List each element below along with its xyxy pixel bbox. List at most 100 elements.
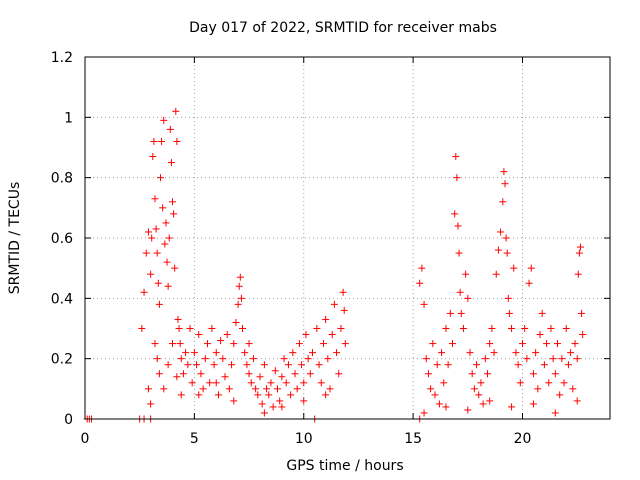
data-point [326,385,334,393]
data-point [193,361,201,369]
data-point [455,249,463,257]
data-point [503,249,511,257]
data-point [452,153,460,161]
data-point [551,409,559,417]
data-point [549,355,557,363]
x-tick-label: 10 [295,431,313,447]
data-point [510,264,518,272]
data-point [341,340,349,348]
data-point [470,385,478,393]
y-tick-label: 0.6 [51,231,73,247]
data-point [293,385,301,393]
data-point [416,279,424,287]
data-point [523,355,531,363]
x-tick-label: 0 [81,431,90,447]
data-point [304,355,312,363]
data-point [237,294,245,302]
data-point [298,361,306,369]
data-point [333,349,341,357]
data-point [223,331,231,339]
y-tick-label: 1.2 [51,50,73,66]
data-point [488,325,496,332]
data-point [558,355,566,363]
data-point [163,258,171,266]
data-points [83,107,587,423]
data-point [177,391,185,399]
y-tick-label: 1 [64,110,73,126]
data-point [486,340,494,348]
x-tick-labels: 0 5 10 15 20 [81,431,532,447]
data-point [164,361,172,369]
data-point [208,325,216,332]
data-point [456,288,464,296]
data-point [337,325,345,332]
data-point [328,331,336,339]
data-point [486,397,494,405]
data-point [521,325,529,332]
data-point [243,361,251,369]
grid [85,57,610,419]
data-point [490,349,498,357]
data-point [230,340,238,348]
data-point [335,370,343,378]
data-point [536,331,544,339]
data-point [159,204,167,212]
data-point [158,137,166,145]
data-point [204,340,211,348]
data-point [150,137,158,145]
data-point [201,355,209,363]
data-point [214,391,222,399]
x-axis-label: GPS time / hours [286,458,403,474]
data-point [525,279,533,287]
data-point [162,219,170,227]
data-point [431,391,439,399]
data-point [287,391,295,399]
data-point [340,306,348,314]
data-point [444,361,452,369]
data-point [538,309,546,317]
data-point [144,385,152,393]
data-point [473,361,481,369]
data-point [161,240,169,248]
data-point [551,370,559,378]
data-point [154,279,162,287]
data-point [529,370,537,378]
data-point [578,309,586,317]
data-point [501,180,509,188]
data-point [263,385,271,393]
data-point [210,361,218,369]
data-point [500,168,508,176]
data-point [504,294,512,302]
data-point [149,153,157,161]
data-point [165,234,173,242]
data-point [235,282,243,290]
data-point [247,379,255,387]
data-point [160,385,168,393]
data-point [424,370,432,378]
data-point [212,379,220,387]
data-point [451,210,459,218]
data-point [579,331,587,339]
data-point [179,370,187,378]
data-point [514,361,522,369]
data-point [516,379,524,387]
data-point [147,270,155,278]
data-point [199,385,207,393]
data-point [151,340,159,348]
data-point [527,264,535,272]
data-point [322,391,330,399]
data-point [241,349,249,357]
data-point [573,355,581,363]
data-point [295,340,303,348]
data-point [221,373,229,381]
y-tick-label: 0 [64,412,73,428]
data-point [502,234,510,242]
data-point [155,300,163,308]
data-point [442,325,450,332]
data-point [429,340,437,348]
data-point [182,349,190,357]
data-point [322,315,330,323]
data-point [176,340,184,348]
data-point [195,331,203,339]
